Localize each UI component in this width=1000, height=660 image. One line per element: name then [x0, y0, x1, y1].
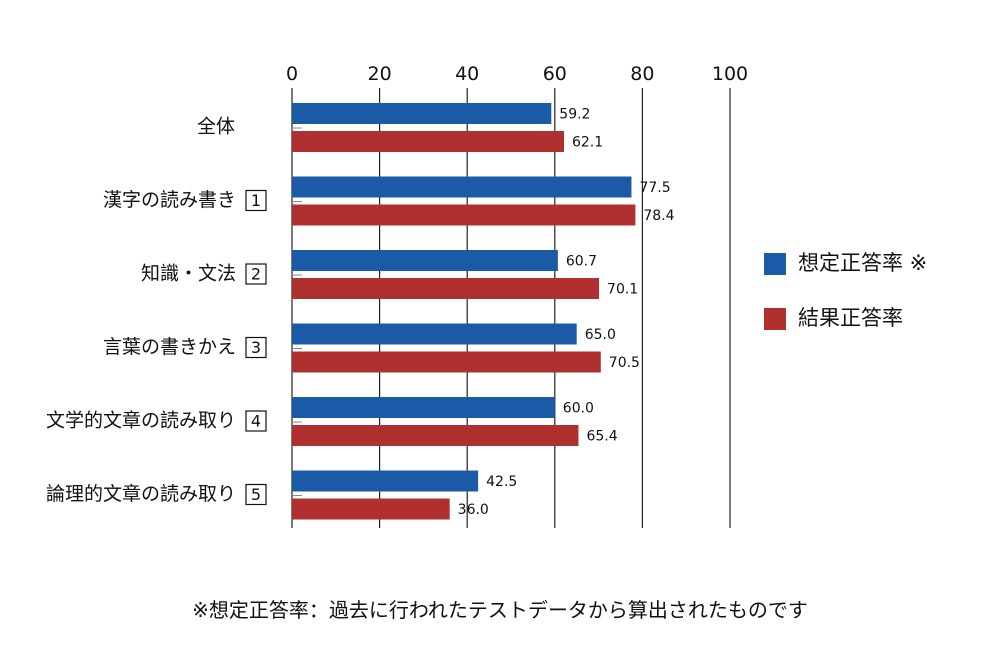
category-number-4: 3 — [251, 338, 261, 357]
category-number-box-4 — [245, 336, 267, 359]
data-label-s1-2: 77.5 — [639, 180, 670, 196]
data-label-s2-3: 70.1 — [607, 282, 638, 298]
bar-s1-5 — [292, 397, 555, 418]
category-label-3: 知識・文法 — [141, 263, 236, 285]
bar-s1-6 — [292, 470, 479, 492]
bars: 59.2 62.1 77.5 78.4 60.7 70.1 65.0 70.5 60.0 65.4… — [292, 103, 675, 520]
category-number-box-2 — [245, 189, 267, 212]
x-tick-label-20: 20 — [368, 63, 392, 85]
data-label-s1-4: 65.0 — [585, 327, 616, 343]
data-label-s2-6: 36.0 — [458, 502, 489, 518]
category-number-box-5 — [245, 410, 267, 432]
data-label-s1-5: 60.0 — [563, 401, 594, 417]
bar-s1-4 — [292, 323, 577, 345]
bar-s1-3 — [292, 250, 558, 271]
bar-s1-2 — [292, 176, 632, 198]
category-number-box-6 — [245, 483, 267, 506]
x-tick-label-60: 60 — [543, 63, 567, 85]
category-number-3: 2 — [251, 265, 261, 284]
x-tick-label-100: 100 — [712, 63, 748, 85]
legend-label-1: 想定正答率 ※ — [798, 251, 927, 275]
category-label-2: 漢字の読み書き — [103, 189, 236, 211]
bar-s2-3 — [292, 278, 600, 299]
legend-swatch-2 — [764, 308, 786, 330]
data-label-s2-2: 78.4 — [643, 208, 674, 224]
category-label-5: 文学的文章の読み取り — [46, 410, 236, 432]
category-label-4: 言葉の書きかえ — [103, 336, 236, 358]
x-tick-label-0: 0 — [286, 63, 298, 85]
legend-label-2: 結果正答率 — [798, 306, 903, 330]
x-tick-label-80: 80 — [630, 63, 654, 85]
bar-s2-2 — [292, 204, 636, 226]
category-label-1: 全体 — [197, 116, 235, 138]
data-label-s2-4: 70.5 — [609, 355, 640, 371]
data-label-s1-6: 42.5 — [486, 474, 517, 490]
category-number-2: 1 — [251, 191, 261, 210]
data-label-s2-5: 65.4 — [586, 429, 617, 445]
data-label-s1-3: 60.7 — [566, 254, 597, 270]
footnote: ※想定正答率：過去に行われたテストデータから算出されたものです — [192, 598, 808, 622]
legend: 想定正答率 ※ 結果正答率 — [764, 251, 927, 330]
data-label-s2-1: 62.1 — [572, 135, 603, 151]
bar-s1-1 — [292, 103, 552, 124]
bar-s2-1 — [292, 131, 564, 152]
x-axis-ticks: 0 20 40 60 80 100 — [286, 63, 748, 85]
category-label-6: 論理的文章の読み取り — [46, 483, 236, 505]
data-label-s1-1: 59.2 — [559, 107, 590, 123]
grid-lines — [291, 88, 731, 528]
category-number-6: 5 — [251, 485, 261, 504]
bar-s2-6 — [292, 498, 450, 520]
category-number-5: 4 — [251, 412, 261, 431]
x-tick-label-40: 40 — [455, 63, 479, 85]
bar-s2-5 — [292, 425, 579, 446]
category-number-box-3 — [245, 263, 267, 285]
legend-swatch-1 — [764, 253, 786, 275]
bar-s2-4 — [292, 351, 601, 373]
